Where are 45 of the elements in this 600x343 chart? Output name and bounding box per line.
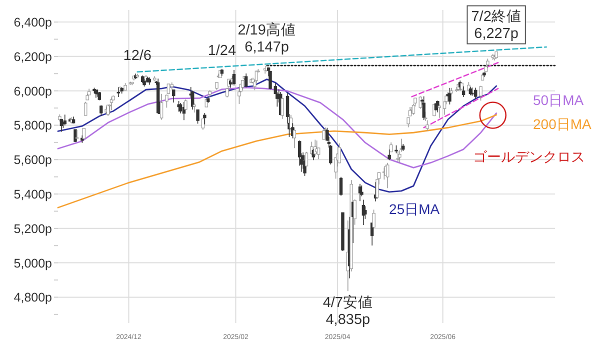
candlestick	[474, 87, 478, 100]
candlestick	[444, 94, 448, 105]
candlestick	[386, 162, 390, 189]
y-tick-label: 5,600p	[14, 153, 52, 168]
candlestick	[280, 97, 284, 120]
candlestick	[172, 89, 176, 103]
candlestick	[196, 109, 200, 124]
line-series	[57, 78, 498, 193]
candlestick	[268, 70, 272, 90]
candlestick	[304, 151, 308, 166]
candlestick	[360, 185, 364, 197]
candlestick	[232, 70, 236, 86]
candlestick	[191, 90, 194, 110]
text: 50日MA	[533, 92, 584, 108]
candlestick	[339, 176, 343, 196]
y-tick-label: 5,800p	[14, 118, 52, 133]
annotation: 4/7安値 4,835p	[322, 294, 374, 328]
annotation: 1/24	[208, 42, 236, 59]
y-tick-label: 4,800p	[14, 290, 52, 305]
candlestick	[462, 86, 466, 98]
candlestick	[479, 85, 482, 102]
candlestick	[322, 129, 326, 140]
annotation: ゴールデンクロス	[472, 148, 585, 164]
annotation: 2/19高値 6,147p	[238, 22, 296, 56]
candlestick	[372, 209, 376, 228]
candlestick	[201, 118, 205, 130]
candlestick	[192, 102, 196, 113]
candlestick	[63, 114, 67, 126]
series-label: 25日MA	[389, 200, 440, 217]
y-tick-label: 6,400p	[14, 16, 52, 30]
candlestick	[389, 142, 393, 152]
y-tick-label: 6,200p	[14, 50, 52, 64]
y-tick-label: 5,200p	[14, 222, 52, 236]
y-tick-label: 5,400p	[14, 188, 52, 202]
text: 200日MA	[533, 116, 592, 132]
y-tick-label: 6,000p	[14, 84, 52, 98]
candlestick	[438, 104, 441, 118]
candlestick	[388, 149, 391, 161]
candlestick	[203, 112, 206, 125]
candlestick	[486, 58, 490, 69]
y-tick-label: 5,000p	[14, 256, 52, 270]
annotation: 12/6	[123, 48, 152, 64]
candlestick	[184, 99, 188, 110]
candlestick	[74, 129, 77, 142]
candlestick	[292, 127, 296, 148]
